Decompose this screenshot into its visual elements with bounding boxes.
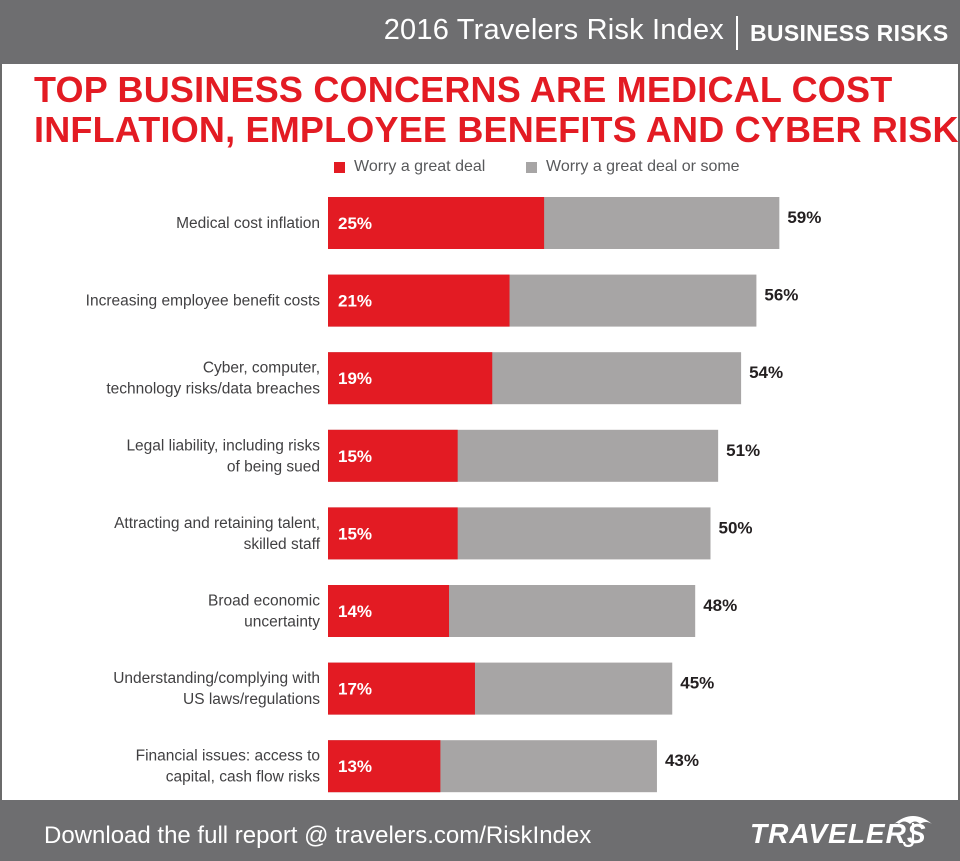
data-label-great-deal: 13% bbox=[338, 757, 372, 776]
legend-label-great-deal-or-some: Worry a great deal or some bbox=[546, 158, 740, 175]
data-label-great-deal-or-some: 51% bbox=[726, 441, 760, 460]
category-label: Understanding/complying with bbox=[113, 670, 320, 687]
legend-item-great-deal: Worry a great deal bbox=[334, 158, 485, 176]
bar-great-deal bbox=[328, 662, 475, 715]
data-label-great-deal: 21% bbox=[338, 292, 372, 311]
data-label-great-deal-or-some: 43% bbox=[665, 751, 699, 770]
data-label-great-deal-or-some: 48% bbox=[703, 596, 737, 615]
header-separator bbox=[736, 16, 738, 50]
bar-great-deal bbox=[328, 740, 441, 793]
category-label: Attracting and retaining talent, bbox=[114, 515, 320, 532]
data-label-great-deal: 15% bbox=[338, 524, 372, 543]
header-bar: 2016 Travelers Risk Index BUSINESS RISKS bbox=[0, 0, 960, 64]
data-label-great-deal: 19% bbox=[338, 369, 372, 388]
legend-label-great-deal: Worry a great deal bbox=[354, 158, 486, 175]
category-label: Medical cost inflation bbox=[176, 215, 320, 232]
bar-great-deal bbox=[328, 352, 493, 405]
category-label: Broad economic bbox=[208, 593, 320, 610]
headline-line-2: INFLATION, EMPLOYEE BENEFITS AND CYBER R… bbox=[34, 109, 960, 150]
header-section-label: BUSINESS RISKS bbox=[750, 20, 949, 46]
bar-great-deal bbox=[328, 429, 458, 482]
headline-line-1: TOP BUSINESS CONCERNS ARE MEDICAL COST bbox=[34, 69, 893, 110]
data-label-great-deal-or-some: 59% bbox=[787, 208, 821, 227]
bar-great-deal bbox=[328, 274, 510, 327]
bar-great-deal bbox=[328, 197, 545, 249]
footer-download-link[interactable]: Download the full report @ travelers.com… bbox=[44, 822, 592, 849]
category-label: US laws/regulations bbox=[183, 691, 320, 708]
category-label: Cyber, computer, bbox=[203, 360, 320, 377]
header-title: 2016 Travelers Risk Index bbox=[383, 14, 724, 46]
category-label: of being sued bbox=[227, 458, 320, 475]
data-label-great-deal: 15% bbox=[338, 447, 372, 466]
legend-item-great-deal-or-some: Worry a great deal or some bbox=[526, 158, 740, 176]
data-label-great-deal: 25% bbox=[338, 214, 372, 233]
data-label-great-deal-or-some: 50% bbox=[719, 518, 753, 537]
data-label-great-deal: 17% bbox=[338, 680, 372, 699]
legend-swatch-red bbox=[334, 161, 345, 173]
category-label: Increasing employee benefit costs bbox=[86, 293, 321, 310]
legend-swatch-gray bbox=[526, 161, 537, 173]
umbrella-icon bbox=[894, 816, 932, 848]
category-label: Financial issues: access to bbox=[136, 748, 320, 765]
chart-legend: Worry a great deal Worry a great deal or… bbox=[0, 158, 960, 180]
data-label-great-deal: 14% bbox=[338, 602, 372, 621]
bar-great-deal bbox=[328, 585, 450, 637]
chart-headline: TOP BUSINESS CONCERNS ARE MEDICAL COST I… bbox=[34, 69, 960, 150]
data-label-great-deal-or-some: 54% bbox=[749, 363, 783, 382]
category-label: technology risks/data breaches bbox=[106, 381, 320, 398]
category-label: uncertainty bbox=[244, 614, 320, 631]
category-label: Legal liability, including risks bbox=[126, 437, 320, 454]
travelers-logo: TRAVELERS bbox=[750, 818, 927, 849]
data-label-great-deal-or-some: 45% bbox=[680, 674, 714, 693]
footer-bar bbox=[0, 800, 960, 861]
category-label: capital, cash flow risks bbox=[166, 769, 320, 786]
data-label-great-deal-or-some: 56% bbox=[764, 286, 798, 305]
bar-great-deal bbox=[328, 507, 458, 560]
category-label: skilled staff bbox=[244, 536, 321, 553]
